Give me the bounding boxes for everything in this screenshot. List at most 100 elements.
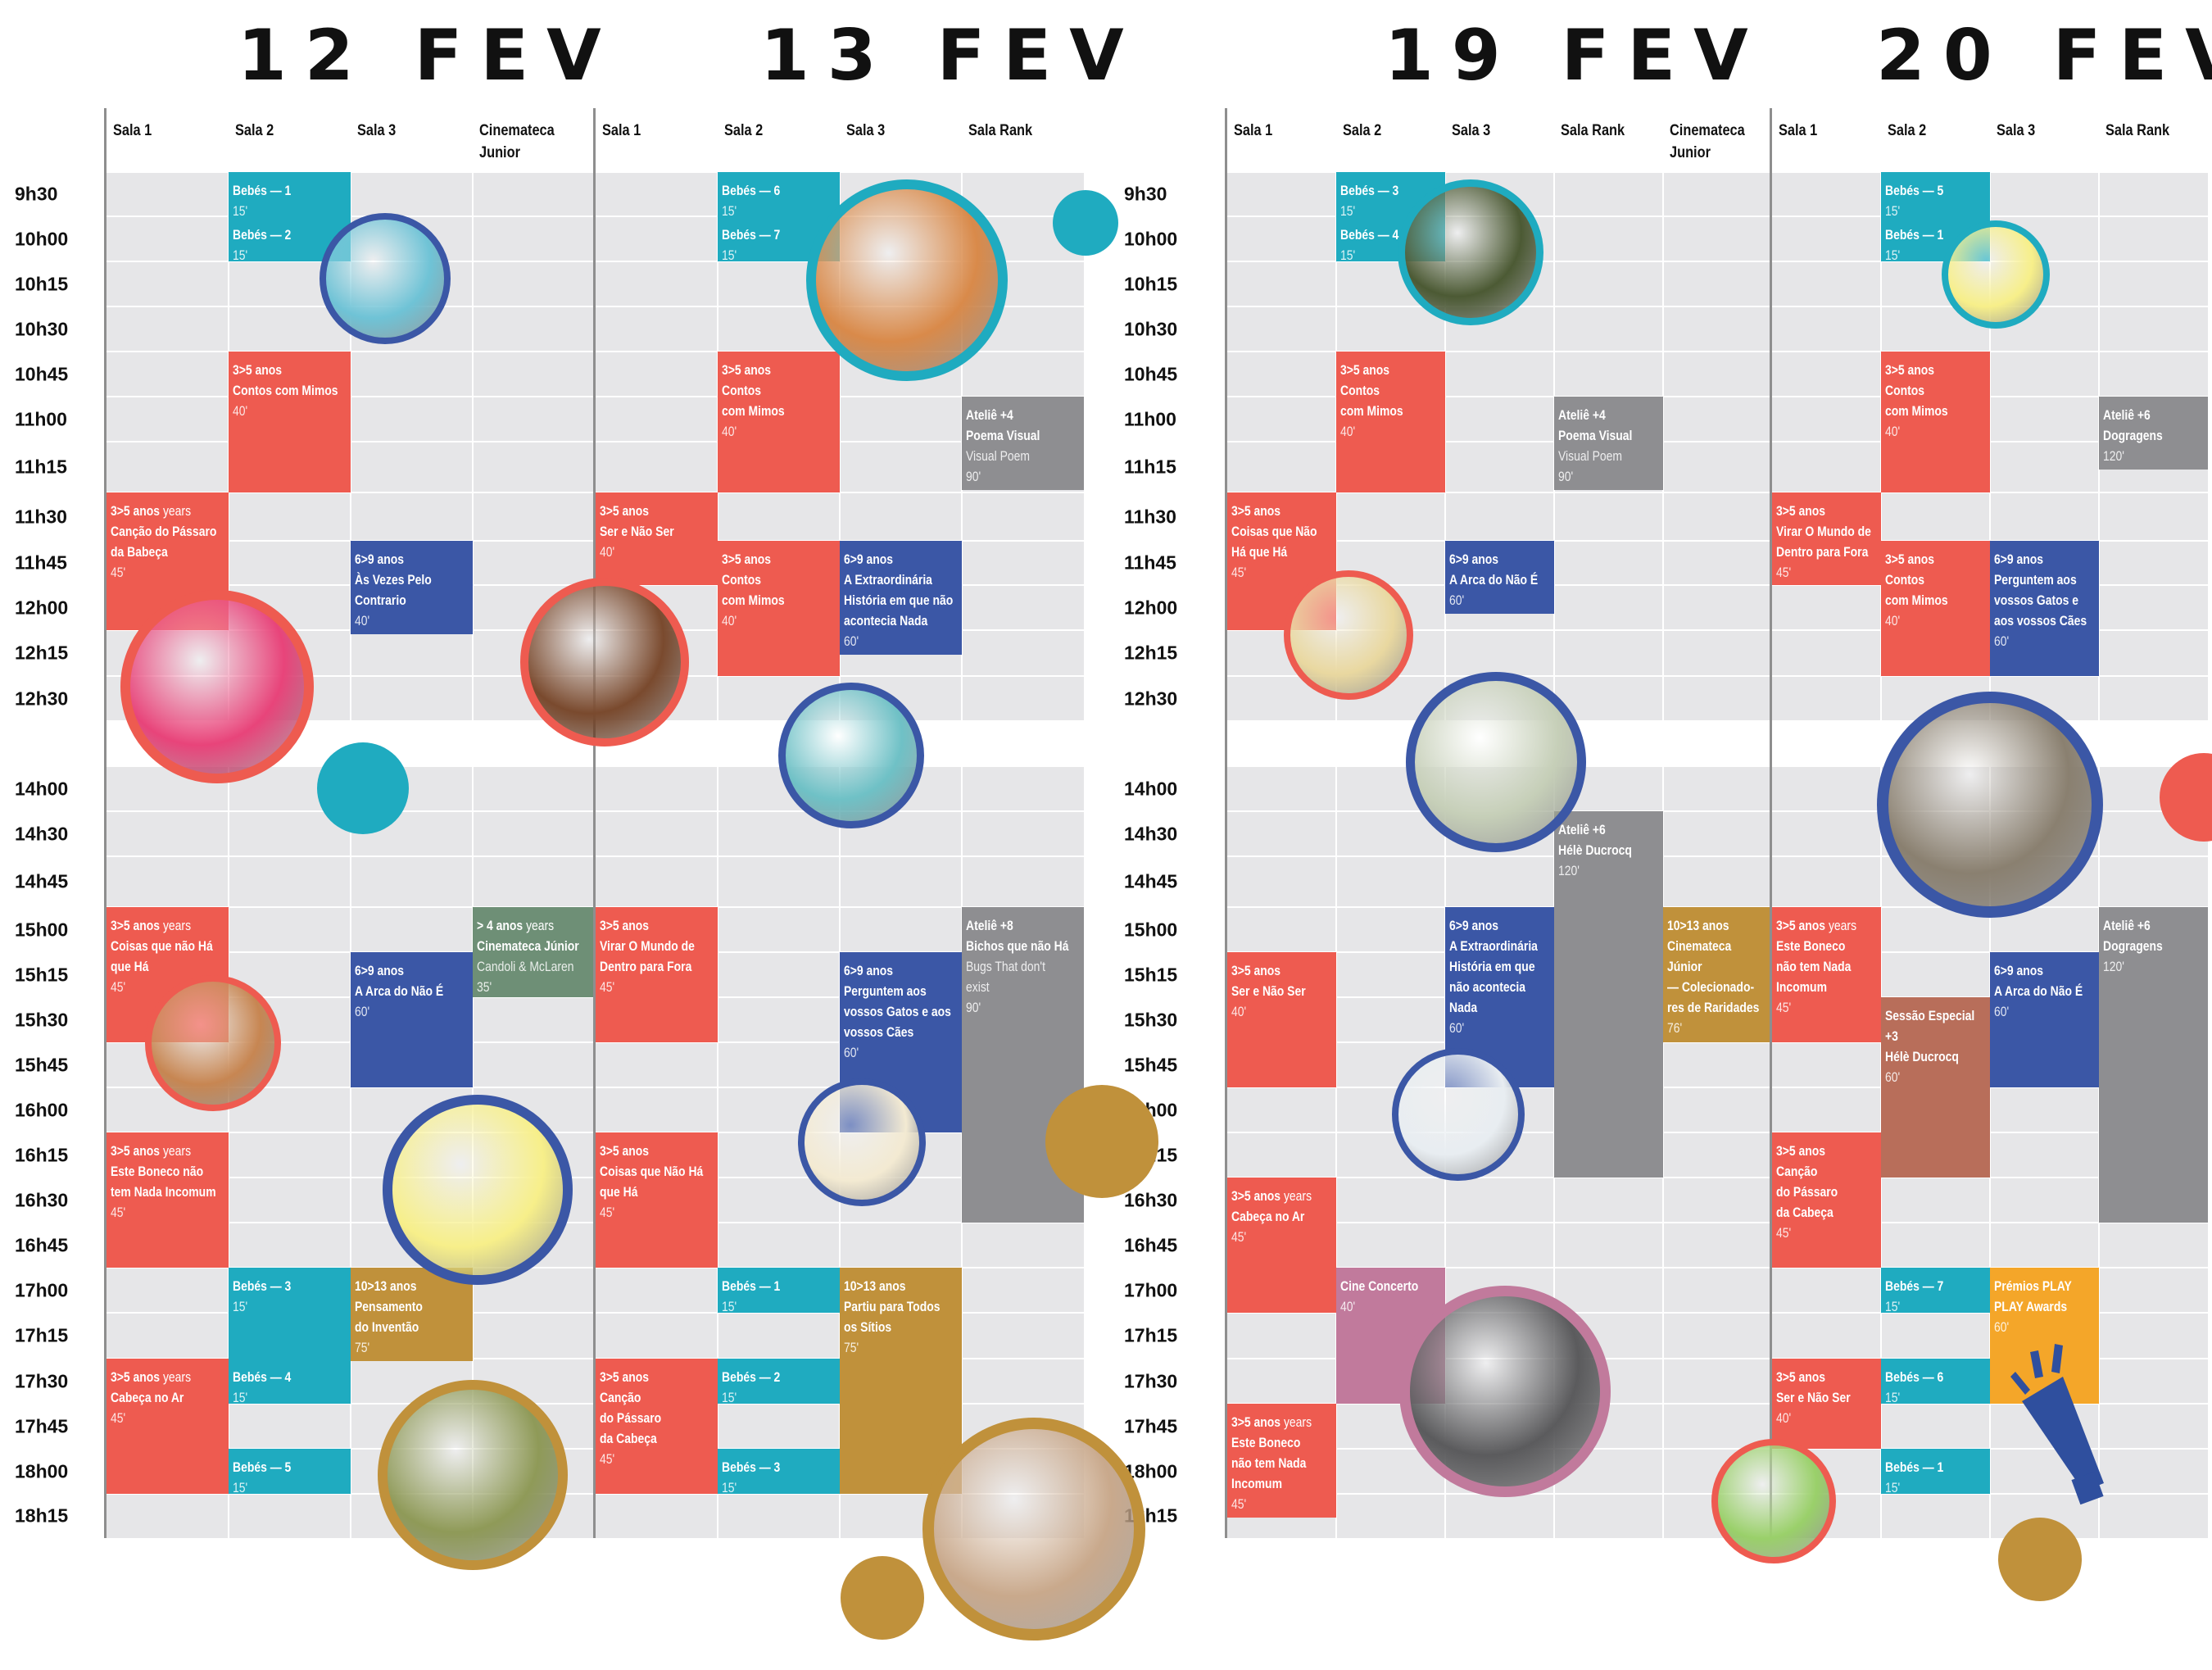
event-block[interactable]: Bebés — 1 15' (718, 1268, 840, 1313)
grid-line (1227, 1177, 1772, 1178)
event-audience: 3>5 anos (600, 501, 714, 521)
timeline-axis (593, 108, 596, 1538)
event-block[interactable]: 3>5 anos Ser e Não Ser 40' (1227, 952, 1336, 1087)
event-duration: 15' (1885, 1390, 1901, 1404)
event-audience: Bebés — 4 (233, 1367, 347, 1387)
event-block[interactable]: 3>5 anos years Cabeça no Ar 45' (107, 1359, 229, 1494)
event-block[interactable]: 3>5 anos Coisas que Não Há que Há 45' (596, 1132, 718, 1268)
event-block[interactable]: Bebés — 5 15' (229, 1449, 351, 1494)
time-label: 11h00 (15, 408, 67, 429)
room-header: Cinemateca Junior (1670, 122, 1745, 161)
event-duration: 45' (111, 979, 126, 995)
event-block[interactable]: 3>5 anos Virar O Mundo de Dentro para For… (1772, 492, 1881, 585)
event-block[interactable]: Bebés — 3 15' (718, 1449, 840, 1494)
event-block[interactable]: Ateliê +4 Poema Visual Visual Poem 90' (1554, 397, 1663, 490)
event-text: Bebés — 7 15' (1885, 1276, 1987, 1313)
event-audience-text: > 4 anos (477, 918, 524, 933)
event-block[interactable]: 6>9 anos A Arca do Não É 60' (1445, 541, 1554, 614)
event-audience: Bebés — 7 (722, 225, 836, 245)
event-block[interactable]: 3>5 anos Contos com Mimos 40' (1881, 352, 1990, 492)
event-block[interactable]: 10>13 anos Pensamento do Inventão 75' (351, 1268, 473, 1361)
event-block[interactable]: 3>5 anos Ser e Não Ser 40' (596, 492, 718, 585)
event-block[interactable]: Ateliê +4 Poema Visual Visual Poem 90' (962, 397, 1084, 490)
event-block[interactable]: Sessão Especial +3 Hélè Ducrocq 60' (1881, 997, 1990, 1178)
event-block[interactable]: 6>9 anos Perguntem aos vossos Gatos e aos… (1990, 541, 2099, 676)
event-audience: 3>5 anos (1885, 549, 1987, 570)
event-block[interactable]: Bebés — 6 15' (718, 172, 840, 216)
event-text: Cine Concerto 40' (1340, 1276, 1442, 1317)
event-block[interactable]: Bebés — 2 15' (718, 1359, 840, 1404)
event-duration: Candoli & McLaren 35' (477, 959, 574, 995)
grid-column-line (2098, 172, 2100, 1538)
event-duration: 45' (1776, 1225, 1792, 1241)
event-block[interactable]: 3>5 anos Contos com Mimos 40' (229, 352, 351, 492)
toys-thumbnail (1284, 570, 1413, 700)
time-label: 14h45 (1124, 870, 1178, 892)
event-block[interactable]: Prémios PLAY PLAY Awards 60' (1990, 1268, 2099, 1404)
boy-claymation-thumbnail (378, 1380, 568, 1570)
years-label: years (1283, 1414, 1312, 1430)
room-header: Sala 2 (235, 122, 274, 139)
event-block[interactable]: Bebés — 3 15' (229, 1268, 351, 1359)
event-audience-text: Bebés — 7 (1885, 1278, 1944, 1294)
event-text: 3>5 anos Contos com Mimos 40' (722, 549, 836, 631)
event-duration: 75' (844, 1340, 859, 1355)
event-block[interactable]: 6>9 anos Às Vezes Pelo Contrario 40' (351, 541, 473, 634)
event-audience-text: Bebés — 1 (722, 1278, 781, 1294)
event-block[interactable]: Bebés — 7 15' (1881, 1268, 1990, 1313)
event-block[interactable]: Bebés — 5 15' (1881, 172, 1990, 216)
event-text: Ateliê +6 Dogragens 120' (2103, 405, 2205, 466)
event-block[interactable]: Ateliê +6 Hélè Ducrocq 120' (1554, 811, 1663, 1178)
event-block[interactable]: 6>9 anos A Arca do Não É 60' (351, 952, 473, 1087)
event-block[interactable]: Bebés — 4 15' (229, 1359, 351, 1404)
event-block[interactable]: 6>9 anos A Extraordinária História em que… (840, 541, 962, 655)
event-text: 6>9 anos A Extraordinária História em que… (1449, 915, 1551, 1038)
event-title: Ser e Não Ser (600, 524, 674, 539)
event-duration: 40' (1885, 424, 1901, 439)
event-text: Ateliê +4 Poema Visual Visual Poem 90' (1558, 405, 1660, 487)
event-duration: 15' (1885, 203, 1901, 216)
event-block[interactable]: 3>5 anos years Cabeça no Ar 45' (1227, 1178, 1336, 1313)
event-block[interactable]: > 4 anos years Cinemateca Júnior Candoli &… (473, 907, 595, 997)
time-label: 15h15 (15, 964, 69, 985)
event-title: Contos com Mimos (722, 572, 785, 608)
time-label: 17h30 (15, 1370, 69, 1391)
event-audience: Ateliê +4 (1558, 405, 1660, 425)
event-block[interactable]: 3>5 anos years Coisas que não Há que Há 45… (107, 907, 229, 1042)
event-audience: 3>5 anos years (111, 501, 225, 521)
years-label: years (162, 503, 192, 519)
event-duration: 40' (233, 403, 248, 419)
event-block[interactable]: Ateliê +6 Dogragens 120' (2099, 907, 2208, 1223)
event-audience-text: 3>5 anos (1340, 362, 1390, 378)
event-block[interactable]: Ateliê +6 Dogragens 120' (2099, 397, 2208, 470)
event-title: Perguntem aos vossos Gatos e aos vossos … (1994, 572, 2087, 629)
event-block[interactable]: 10>13 anos Cinemateca Júnior — Colecionad… (1663, 907, 1772, 1042)
spider-thumbnail (778, 683, 924, 828)
event-text: 6>9 anos Perguntem aos vossos Gatos e aos… (1994, 549, 2096, 651)
event-block[interactable]: 6>9 anos A Arca do Não É 60' (1990, 952, 2099, 1087)
event-block[interactable]: 3>5 anos Ser e Não Ser 40' (1772, 1359, 1881, 1449)
event-title: Ser e Não Ser (1231, 983, 1306, 999)
time-label: 16h30 (1124, 1189, 1178, 1210)
event-block[interactable]: 3>5 anos Contos com Mimos 40' (718, 352, 840, 492)
event-block[interactable]: 3>5 anos years Este Boneco não tem Nada I… (107, 1132, 229, 1268)
event-block[interactable]: 3>5 anos Canção do Pássaro da Cabeça 45' (596, 1359, 718, 1494)
event-duration: 60' (1994, 1004, 2010, 1019)
event-block[interactable]: 3>5 anos years Este Boneco não tem Nada I… (1227, 1404, 1336, 1518)
event-block[interactable]: 3>5 anos Contos com Mimos 40' (1336, 352, 1445, 492)
event-audience: Bebés — 4 (1340, 225, 1442, 245)
event-duration: 45' (1231, 565, 1247, 580)
event-block[interactable]: 3>5 anos Canção do Pássaro da Cabeça 45' (1772, 1132, 1881, 1268)
event-block[interactable]: 3>5 anos Contos com Mimos 40' (718, 541, 840, 676)
event-audience: 3>5 anos years (111, 1141, 225, 1161)
girl-doll-thumbnail (145, 975, 281, 1111)
event-block[interactable]: 10>13 anos Partiu para Todos os Sítios 75' (840, 1268, 962, 1494)
event-title: Contos com Mimos (1340, 383, 1403, 419)
event-block[interactable]: Bebés — 1 15' (229, 172, 351, 216)
event-block[interactable]: 3>5 anos Contos com Mimos 40' (1881, 541, 1990, 676)
event-block[interactable]: 3>5 anos Virar O Mundo de Dentro para For… (596, 907, 718, 1042)
event-block[interactable]: 3>5 anos years Este Boneco não tem Nada I… (1772, 907, 1881, 1042)
event-block[interactable]: Bebés — 1 15' (1881, 1449, 1990, 1494)
event-duration: 15' (722, 203, 737, 216)
event-block[interactable]: Bebés — 6 15' (1881, 1359, 1990, 1404)
